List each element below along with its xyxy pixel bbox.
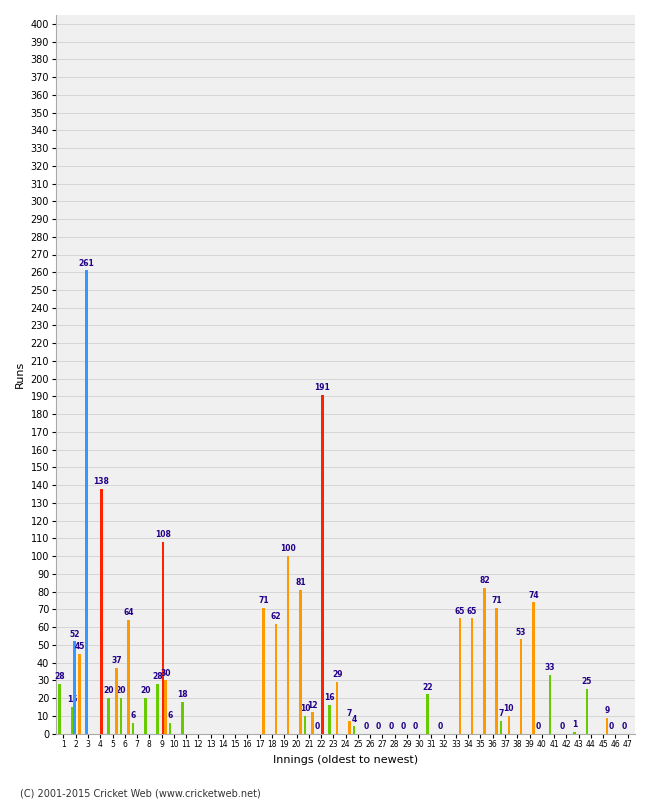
Bar [532, 602, 535, 734]
Bar [495, 607, 498, 734]
X-axis label: Innings (oldest to newest): Innings (oldest to newest) [273, 755, 418, 765]
Text: 6: 6 [167, 711, 173, 720]
Bar [132, 723, 135, 734]
Text: 0: 0 [363, 722, 369, 731]
Bar [311, 712, 314, 734]
Text: 82: 82 [479, 576, 489, 586]
Text: 65: 65 [454, 606, 465, 615]
Text: 30: 30 [160, 669, 171, 678]
Y-axis label: Runs: Runs [15, 361, 25, 388]
Text: 0: 0 [536, 722, 541, 731]
Text: 65: 65 [467, 606, 477, 615]
Text: 100: 100 [280, 545, 296, 554]
Text: 191: 191 [315, 383, 330, 392]
Bar [353, 726, 356, 734]
Bar [274, 623, 277, 734]
Text: 28: 28 [55, 672, 65, 681]
Text: 0: 0 [560, 722, 565, 731]
Text: 261: 261 [79, 259, 95, 268]
Bar [73, 642, 76, 734]
Text: 0: 0 [376, 722, 381, 731]
Bar [71, 707, 73, 734]
Bar [162, 542, 164, 734]
Text: 53: 53 [516, 628, 526, 637]
Text: 7: 7 [346, 710, 352, 718]
Bar [606, 718, 608, 734]
Text: 37: 37 [111, 656, 122, 665]
Text: 45: 45 [74, 642, 85, 651]
Bar [287, 556, 289, 734]
Bar [586, 689, 588, 734]
Bar [500, 721, 502, 734]
Text: 12: 12 [307, 701, 318, 710]
Text: 0: 0 [413, 722, 418, 731]
Bar [328, 705, 331, 734]
Bar [426, 694, 429, 734]
Text: 0: 0 [609, 722, 614, 731]
Text: 20: 20 [140, 686, 151, 695]
Bar [127, 620, 130, 734]
Bar [520, 639, 523, 734]
Text: 20: 20 [103, 686, 114, 695]
Bar [58, 684, 61, 734]
Text: 28: 28 [152, 672, 163, 681]
Bar [549, 675, 551, 734]
Bar [157, 684, 159, 734]
Text: 0: 0 [315, 722, 320, 731]
Bar [100, 489, 103, 734]
Text: 33: 33 [545, 663, 556, 672]
Text: 71: 71 [491, 596, 502, 605]
Bar [85, 270, 88, 734]
Text: 0: 0 [621, 722, 627, 731]
Text: 9: 9 [604, 706, 610, 715]
Bar [164, 680, 167, 734]
Bar [573, 732, 576, 734]
Bar [120, 698, 122, 734]
Bar [78, 654, 81, 734]
Text: 52: 52 [70, 630, 80, 638]
Bar [508, 716, 510, 734]
Text: (C) 2001-2015 Cricket Web (www.cricketweb.net): (C) 2001-2015 Cricket Web (www.cricketwe… [20, 788, 260, 798]
Bar [483, 588, 486, 734]
Text: 7: 7 [499, 710, 504, 718]
Text: 4: 4 [352, 714, 357, 724]
Bar [299, 590, 302, 734]
Bar [181, 702, 183, 734]
Text: 22: 22 [422, 683, 433, 692]
Text: 6: 6 [131, 711, 136, 720]
Bar [107, 698, 110, 734]
Text: 18: 18 [177, 690, 188, 699]
Text: 108: 108 [155, 530, 171, 539]
Text: 10: 10 [300, 704, 310, 713]
Bar [321, 394, 324, 734]
Text: 74: 74 [528, 590, 539, 599]
Text: 71: 71 [258, 596, 269, 605]
Text: 1: 1 [572, 720, 577, 729]
Text: 20: 20 [116, 686, 126, 695]
Bar [458, 618, 461, 734]
Text: 138: 138 [94, 477, 109, 486]
Text: 81: 81 [295, 578, 306, 587]
Text: 0: 0 [437, 722, 443, 731]
Bar [304, 716, 306, 734]
Text: 0: 0 [400, 722, 406, 731]
Text: 10: 10 [504, 704, 514, 713]
Text: 16: 16 [324, 694, 335, 702]
Bar [336, 682, 339, 734]
Text: 15: 15 [67, 695, 77, 704]
Text: 64: 64 [124, 608, 134, 618]
Bar [263, 607, 265, 734]
Text: 62: 62 [270, 612, 281, 621]
Text: 0: 0 [388, 722, 393, 731]
Bar [471, 618, 473, 734]
Bar [348, 721, 351, 734]
Text: 25: 25 [582, 678, 592, 686]
Bar [144, 698, 147, 734]
Bar [169, 723, 172, 734]
Bar [115, 668, 118, 734]
Text: 29: 29 [332, 670, 343, 679]
